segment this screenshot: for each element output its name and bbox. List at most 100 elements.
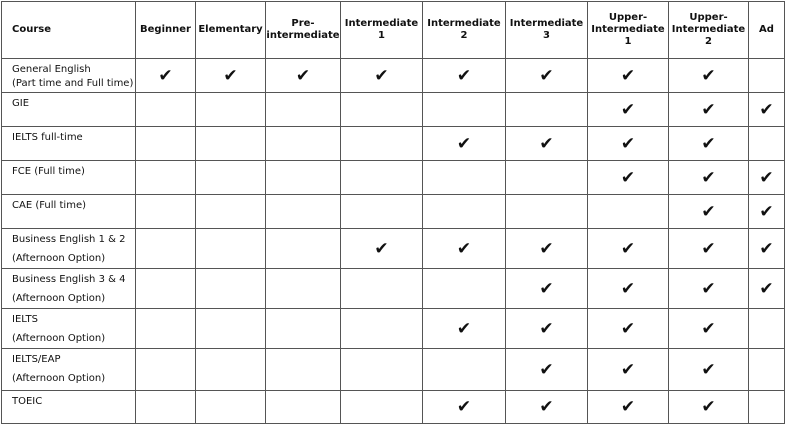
level-cell (340, 348, 423, 391)
table-row: General English (Part time and Full time… (1, 58, 785, 93)
level-cell: ✔ (505, 390, 588, 424)
course-name: General English (Part time and Full time… (1, 58, 136, 93)
level-cell (195, 228, 266, 269)
level-cell: ✔ (668, 126, 749, 161)
level-cell (422, 348, 506, 391)
level-cell: ✔ (340, 58, 423, 93)
column-header-level: Intermediate 1 (340, 1, 423, 59)
level-cell (340, 390, 423, 424)
level-cell: ✔ (505, 268, 588, 309)
table-row: IELTS full-time ✔ ✔ ✔ ✔ (1, 126, 785, 161)
check-icon: ✔ (456, 397, 472, 417)
check-icon: ✔ (456, 65, 472, 86)
table-row: Business English 1 & 2 (Afternoon Option… (1, 228, 785, 269)
level-cell (135, 228, 196, 269)
check-icon: ✔ (539, 397, 554, 417)
header-row: Course Beginner Elementary Pre- intermediat… (1, 1, 785, 59)
level-cell: ✔ (505, 228, 588, 269)
level-cell (135, 348, 196, 391)
level-cell (340, 308, 423, 349)
check-icon: ✔ (374, 65, 389, 86)
check-icon: ✔ (701, 167, 716, 188)
level-cell: ✔ (668, 194, 749, 229)
course-name: IELTS full-time (1, 126, 136, 161)
check-icon: ✔ (701, 359, 716, 380)
check-icon: ✔ (701, 65, 716, 86)
level-cell (340, 160, 423, 195)
level-cell: ✔ (587, 268, 669, 309)
level-cell: ✔ (265, 58, 341, 93)
check-icon: ✔ (158, 65, 173, 86)
table-row: FCE (Full time) ✔ ✔ ✔ (1, 160, 785, 195)
table-row: GIE ✔ ✔ ✔ (1, 92, 785, 127)
level-cell (195, 308, 266, 349)
check-icon: ✔ (456, 318, 472, 339)
level-cell: ✔ (668, 228, 749, 269)
level-cell (265, 126, 341, 161)
check-icon: ✔ (701, 238, 716, 259)
column-header-level: Pre- intermediate (265, 1, 341, 59)
column-header-level: Ad (748, 1, 785, 59)
level-cell (265, 160, 341, 195)
check-icon: ✔ (620, 133, 636, 154)
column-header-level: Upper- Intermediate 2 (668, 1, 749, 59)
level-cell: ✔ (668, 92, 749, 127)
level-cell (195, 194, 266, 229)
level-cell (505, 92, 588, 127)
check-icon: ✔ (620, 359, 636, 380)
level-cell: ✔ (422, 308, 506, 349)
level-cell (748, 308, 785, 349)
level-cell: ✔ (587, 390, 669, 424)
course-name: IELTS/EAP (Afternoon Option) (1, 348, 136, 391)
level-cell: ✔ (668, 160, 749, 195)
level-cell (135, 268, 196, 309)
level-cell (135, 308, 196, 349)
check-icon: ✔ (620, 65, 636, 86)
level-cell: ✔ (195, 58, 266, 93)
level-cell: ✔ (668, 308, 749, 349)
check-icon: ✔ (620, 318, 636, 339)
level-cell: ✔ (587, 126, 669, 161)
level-cell: ✔ (668, 268, 749, 309)
level-cell (340, 126, 423, 161)
level-cell: ✔ (587, 228, 669, 269)
level-cell (505, 160, 588, 195)
level-cell: ✔ (422, 58, 506, 93)
column-header-level: Elementary (195, 1, 266, 59)
check-icon: ✔ (539, 318, 554, 339)
check-icon: ✔ (701, 397, 716, 417)
level-cell: ✔ (505, 348, 588, 391)
level-cell (195, 390, 266, 424)
check-icon: ✔ (620, 99, 636, 120)
level-cell: ✔ (748, 194, 785, 229)
check-icon: ✔ (620, 167, 636, 188)
level-cell (422, 160, 506, 195)
level-cell (748, 58, 785, 93)
table-row: TOEIC ✔ ✔ ✔ ✔ (1, 390, 785, 424)
level-cell: ✔ (748, 268, 785, 309)
level-cell (265, 92, 341, 127)
level-cell: ✔ (135, 58, 196, 93)
check-icon: ✔ (759, 238, 774, 259)
course-name: CAE (Full time) (1, 194, 136, 229)
level-cell (340, 92, 423, 127)
level-cell (748, 390, 785, 424)
level-cell (422, 268, 506, 309)
check-icon: ✔ (759, 278, 774, 299)
level-cell: ✔ (587, 92, 669, 127)
course-name: TOEIC (1, 390, 136, 424)
level-cell: ✔ (422, 228, 506, 269)
column-header-level: Intermediate 3 (505, 1, 588, 59)
column-header-level: Intermediate 2 (422, 1, 506, 59)
level-cell (135, 160, 196, 195)
check-icon: ✔ (701, 99, 716, 120)
level-cell (265, 268, 341, 309)
level-cell: ✔ (748, 160, 785, 195)
table-row: CAE (Full time) ✔ ✔ (1, 194, 785, 229)
level-cell: ✔ (505, 126, 588, 161)
level-cell (195, 126, 266, 161)
level-cell: ✔ (668, 58, 749, 93)
check-icon: ✔ (539, 278, 554, 299)
check-icon: ✔ (620, 397, 636, 417)
level-cell: ✔ (505, 308, 588, 349)
